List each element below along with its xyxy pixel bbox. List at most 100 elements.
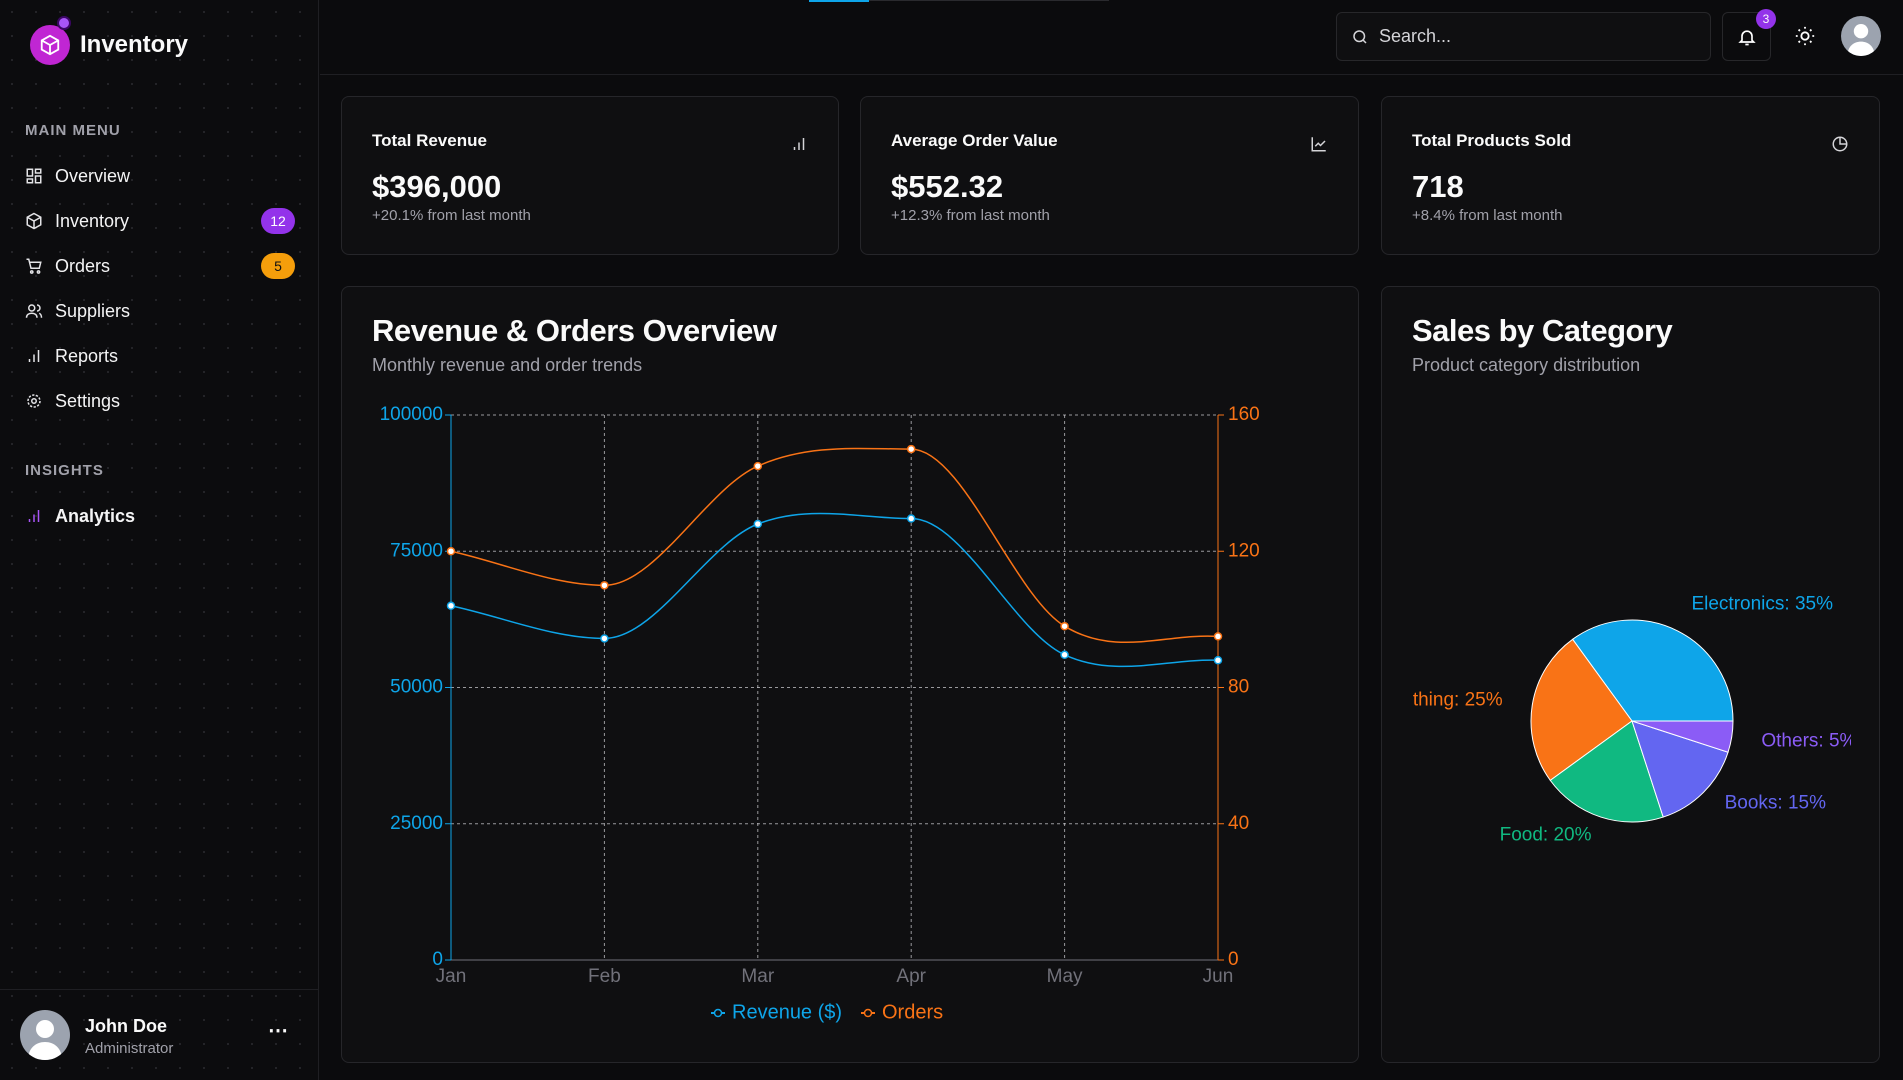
- brand[interactable]: Inventory: [80, 31, 189, 58]
- nav-item[interactable]: Overview: [25, 159, 295, 193]
- slice-label: Electronics: 35%: [1691, 593, 1833, 614]
- nav-label: Settings: [55, 390, 121, 411]
- stat-change: +12.3% from last month: [891, 207, 1050, 224]
- sidebar: Inventory MAIN MENU Overview Inventory 12…: [0, 0, 319, 1080]
- data-point: [600, 581, 609, 590]
- pie-chart: Electronics: 35% Clothing: 25% Food: 20% Bo…: [1384, 593, 1856, 846]
- data-point: [906, 514, 916, 523]
- section-heading: MAIN MENU: [25, 122, 121, 139]
- y-tick-label: 75000: [390, 540, 443, 561]
- chart-subtitle: Monthly revenue and order trends: [372, 355, 643, 375]
- nav-item[interactable]: Reports: [25, 339, 295, 373]
- legend-label: Revenue ($): [732, 1001, 842, 1023]
- chart-subtitle: Product category distribution: [1412, 355, 1641, 375]
- stat-title: Average Order Value: [891, 131, 1058, 150]
- stat-change: +8.4% from last month: [1412, 207, 1563, 224]
- y2-tick-label: 80: [1228, 677, 1249, 698]
- user-name: John Doe: [85, 1016, 168, 1036]
- y-tick-label: 100000: [380, 404, 443, 425]
- progress-track: [869, 0, 1109, 1]
- chart-card: Sales by Category Product category distr…: [1381, 286, 1880, 1063]
- stat-title: Total Products Sold: [1412, 131, 1572, 150]
- legend-marker-dot: [863, 1008, 873, 1018]
- chart-title: Sales by Category: [1412, 313, 1673, 348]
- slice-label: Food: 20%: [1500, 825, 1592, 846]
- data-point: [1213, 656, 1223, 665]
- theme-toggle[interactable]: [1794, 25, 1816, 52]
- stat-card: Total Revenue $396,000 +20.1% from last …: [341, 96, 839, 255]
- stat-value: $396,000: [372, 169, 502, 204]
- slice-label: Others: 5%: [1761, 731, 1856, 752]
- user-bar: John Doe Administrator ⋯: [0, 989, 319, 1080]
- pie-slice: [1631, 720, 1729, 818]
- nav-item[interactable]: Inventory 12: [25, 204, 295, 238]
- progress: [809, 0, 869, 2]
- nav-label: Overview: [55, 165, 131, 186]
- logo[interactable]: [30, 25, 70, 65]
- x-tick-label: Mar: [741, 966, 774, 987]
- user-role: Administrator: [85, 1040, 174, 1057]
- nav-label: Orders: [55, 255, 111, 276]
- user-menu[interactable]: ⋯: [268, 1020, 289, 1042]
- y2-tick-label: 0: [1228, 949, 1239, 970]
- data-point: [1060, 650, 1069, 660]
- pie-slice: [1631, 720, 1734, 753]
- y2-tick-label: 160: [1228, 404, 1260, 425]
- data-point: [600, 634, 609, 643]
- series-line: [450, 512, 1219, 668]
- x-tick-label: May: [1047, 966, 1083, 987]
- badge: 5: [261, 253, 295, 279]
- logo-dot: [57, 16, 71, 30]
- badge: 12: [261, 208, 295, 234]
- stat-icon: [793, 138, 805, 150]
- nav-label: Inventory: [55, 210, 130, 231]
- pie-slice: [1571, 619, 1734, 722]
- y2-tick-label: 40: [1228, 813, 1249, 834]
- search-placeholder: Search...: [1379, 26, 1452, 46]
- pie-slice: [1530, 638, 1633, 782]
- nav-label: Reports: [55, 345, 119, 366]
- y-tick-label: 50000: [390, 677, 443, 698]
- nav-item[interactable]: Orders 5: [25, 249, 295, 283]
- nav-item[interactable]: Analytics: [25, 499, 295, 533]
- chart-card: Revenue & Orders Overview Monthly revenu…: [341, 286, 1359, 1063]
- data-point: [1060, 621, 1069, 631]
- data-point: [446, 601, 456, 610]
- data-point: [446, 547, 456, 556]
- search[interactable]: Search...: [1336, 12, 1711, 61]
- slice-label: Clothing: 25%: [1384, 690, 1502, 711]
- line-chart: 0 25000 50000 75000 100000 0 40 80 120 160 Jan Feb M…: [380, 404, 1260, 1023]
- nav-item[interactable]: Settings: [25, 384, 295, 418]
- x-tick-label: Feb: [588, 966, 621, 987]
- legend-label: Orders: [882, 1001, 943, 1023]
- series-line: [450, 447, 1219, 644]
- notification-badge: 3: [1756, 9, 1776, 29]
- stat-card: Average Order Value $552.32 +12.3% from …: [860, 96, 1359, 255]
- stat-card: Total Products Sold 718 +8.4% from last …: [1381, 96, 1880, 255]
- x-tick-label: Jan: [436, 966, 467, 987]
- notifications[interactable]: [1722, 12, 1771, 61]
- nav-item[interactable]: Suppliers: [25, 294, 295, 328]
- pie-slice: [1549, 720, 1664, 823]
- y-tick-label: 0: [432, 949, 443, 970]
- nav-label: Analytics: [55, 505, 136, 526]
- legend-marker-dot: [713, 1008, 723, 1018]
- stat-value: 718: [1412, 169, 1464, 204]
- stat-value: $552.32: [891, 169, 1004, 204]
- user-avatar[interactable]: [20, 1010, 70, 1060]
- x-tick-label: Jun: [1203, 966, 1234, 987]
- data-point: [906, 444, 916, 454]
- data-point: [753, 461, 763, 471]
- stat-icon: [1311, 137, 1326, 152]
- nav-label: Suppliers: [55, 300, 131, 321]
- x-tick-label: Apr: [896, 966, 926, 987]
- stat-icon: [1832, 136, 1848, 152]
- header-avatar[interactable]: [1841, 16, 1881, 56]
- slice-label: Books: 15%: [1725, 793, 1826, 814]
- chart-title: Revenue & Orders Overview: [372, 313, 777, 348]
- pie-group: Electronics: 35% Clothing: 25% Food: 20% Bo…: [1384, 593, 1856, 846]
- header: Search... 3: [320, 0, 1903, 75]
- section-heading: INSIGHTS: [25, 462, 104, 479]
